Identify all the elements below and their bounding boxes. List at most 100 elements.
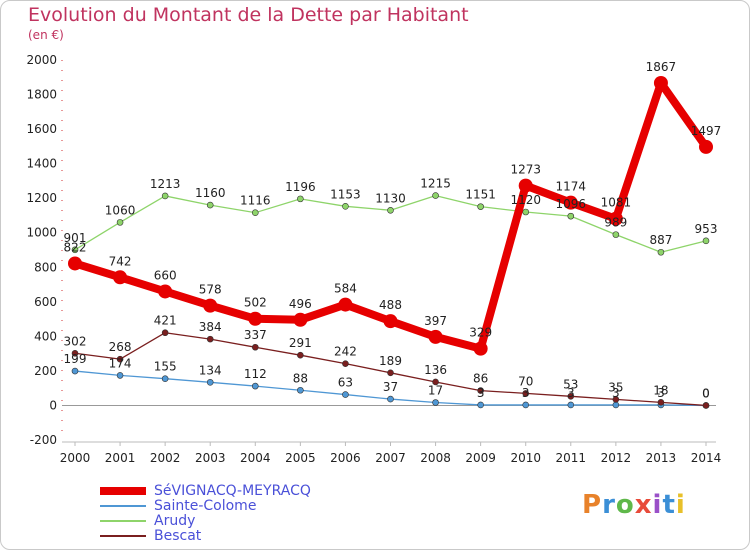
data-label: 302	[64, 334, 87, 348]
data-label: 901	[64, 231, 87, 245]
legend-swatch	[100, 486, 146, 495]
data-label: 1081	[601, 196, 632, 210]
data-point	[342, 203, 349, 210]
y-tick-label: 0	[49, 398, 57, 412]
data-point	[657, 248, 665, 256]
data-point	[71, 349, 79, 357]
data-point	[608, 211, 623, 226]
data-point	[297, 386, 304, 394]
legend-label: SéVIGNACQ-MEYRACQ	[154, 482, 311, 499]
y-tick-label: 800	[34, 260, 57, 274]
x-tick-label: 2008	[420, 451, 451, 465]
data-label: 242	[334, 345, 357, 359]
data-point	[522, 390, 530, 397]
data-label: 134	[199, 363, 222, 377]
data-point	[567, 392, 575, 400]
x-tick-label: 2013	[646, 451, 677, 465]
data-point	[567, 401, 575, 409]
x-tick-label: 2003	[195, 451, 226, 465]
data-label: 112	[244, 367, 267, 381]
data-point	[657, 399, 665, 406]
y-tick-label: 1000	[26, 226, 57, 240]
data-label: 660	[154, 268, 177, 282]
data-point	[473, 341, 488, 356]
data-label: 1174	[556, 180, 587, 194]
data-label: 1497	[691, 124, 722, 138]
data-point	[113, 270, 128, 285]
data-label: 1215	[420, 177, 451, 191]
data-point	[342, 391, 349, 398]
data-label: 0	[702, 386, 710, 400]
data-label: 1116	[240, 194, 271, 208]
data-point	[161, 329, 169, 337]
data-point	[477, 203, 484, 210]
data-label: 174	[109, 356, 132, 370]
data-label: 496	[289, 297, 312, 311]
data-point	[158, 284, 173, 299]
data-label: 887	[649, 233, 672, 247]
y-tick-label: 400	[34, 329, 57, 343]
data-point	[653, 75, 668, 90]
y-tick-label: 1800	[26, 88, 57, 102]
data-point	[206, 335, 214, 343]
legend-item: Bescat	[100, 528, 311, 544]
data-point	[161, 192, 169, 200]
data-label: 742	[109, 254, 132, 268]
data-label: 488	[379, 298, 402, 312]
data-label: 53	[563, 377, 578, 391]
data-label: 3	[612, 386, 620, 400]
proxiti-logo: Proxiti	[582, 490, 686, 520]
data-point	[116, 372, 124, 379]
data-label: 329	[469, 326, 492, 340]
data-label: 1213	[150, 177, 181, 191]
data-point	[432, 192, 439, 199]
data-label: 953	[695, 222, 718, 236]
data-point	[251, 209, 259, 216]
data-point	[338, 297, 353, 312]
data-point	[116, 355, 124, 363]
data-label: 63	[338, 376, 353, 390]
x-tick-label: 2000	[60, 451, 91, 465]
data-label: 199	[64, 352, 87, 366]
data-point	[161, 375, 169, 382]
data-label: 1120	[510, 193, 541, 207]
data-label: 18	[653, 383, 668, 397]
y-tick-label: 1600	[26, 122, 57, 136]
data-point	[522, 401, 530, 409]
data-point	[612, 401, 620, 409]
data-point	[116, 219, 124, 226]
data-label: 35	[608, 380, 623, 394]
data-point	[297, 195, 304, 203]
data-label: 1196	[285, 180, 316, 194]
data-label: 1153	[330, 187, 361, 201]
data-label: 268	[109, 340, 132, 354]
data-point	[387, 206, 394, 214]
data-label: 384	[199, 320, 222, 334]
data-point	[563, 195, 578, 210]
data-label: 1060	[105, 203, 136, 217]
legend-item: Sainte-Colome	[100, 498, 311, 514]
legend-swatch	[100, 519, 146, 522]
y-tick-label: 200	[34, 364, 57, 378]
x-tick-label: 2004	[240, 451, 271, 465]
data-point	[428, 329, 443, 344]
data-point	[342, 360, 349, 367]
data-point	[387, 395, 394, 403]
data-point	[432, 399, 439, 406]
data-point	[383, 314, 398, 329]
data-point	[251, 382, 259, 390]
data-label: 3	[567, 386, 575, 400]
x-tick-label: 2007	[375, 451, 406, 465]
data-point	[699, 139, 713, 154]
data-point	[251, 343, 259, 351]
x-tick-label: 2010	[510, 451, 541, 465]
x-tick-label: 2014	[691, 451, 722, 465]
data-point	[432, 378, 439, 386]
data-point	[702, 237, 710, 245]
data-label: 155	[154, 360, 177, 374]
data-point	[71, 367, 79, 375]
x-tick-label: 2005	[285, 451, 316, 465]
data-label: 1130	[375, 191, 406, 205]
data-label: 421	[154, 314, 177, 328]
legend-item: SéVIGNACQ-MEYRACQ	[100, 482, 311, 499]
